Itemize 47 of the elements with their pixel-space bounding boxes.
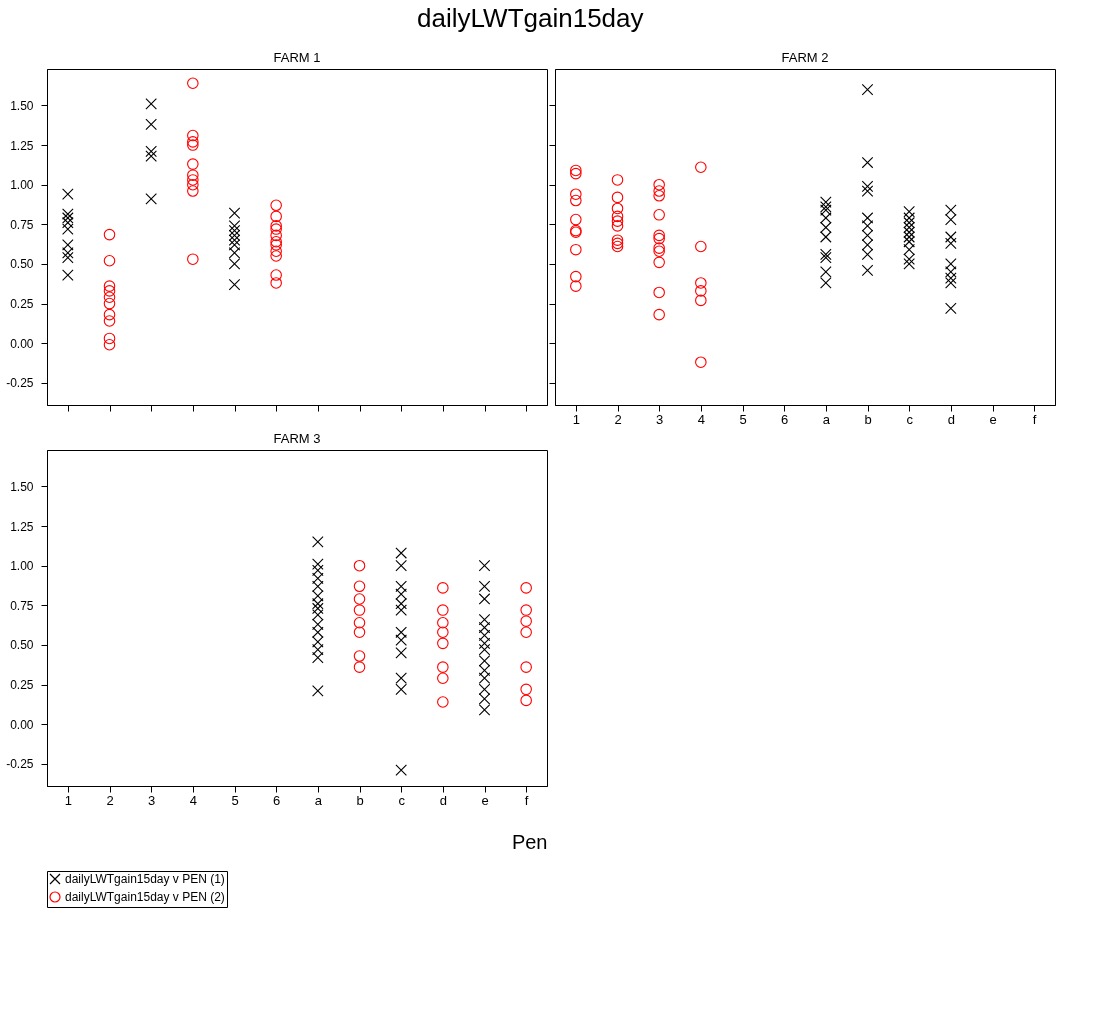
x-tick-label: c — [398, 792, 406, 808]
x-tick-label: b — [356, 792, 364, 808]
text: dailyLWTgain15day — [417, 2, 644, 33]
y-tick-label: 1.00 — [10, 559, 34, 574]
x-tick-label: 3 — [656, 411, 664, 427]
y-tick-label: 1.50 — [10, 98, 34, 113]
x-tick-label: d — [947, 411, 955, 427]
chart-title: FARM 2 — [781, 50, 829, 65]
x-tick-label: f — [524, 792, 529, 808]
x-tick-label: 2 — [106, 792, 114, 808]
x-tick-label: 2 — [614, 411, 622, 427]
x-tick-label: 5 — [231, 792, 239, 808]
y-tick-label: 1.25 — [10, 138, 34, 153]
x-tick-label: e — [481, 792, 489, 808]
y-tick-label: -0.25 — [6, 376, 34, 391]
x-tick-label: f — [1032, 411, 1037, 427]
chart-title: FARM 1 — [273, 50, 321, 65]
y-tick-label: 0.75 — [10, 217, 34, 232]
x-tick-label: 6 — [781, 411, 789, 427]
x-tick-label: 3 — [148, 792, 156, 808]
y-tick-label: 0.00 — [10, 336, 34, 351]
x-tick-label: b — [864, 411, 872, 427]
legend-label: dailyLWTgain15day v PEN (1) — [65, 872, 225, 886]
x-tick-label: 4 — [697, 411, 705, 427]
x-tick-label: 4 — [189, 792, 197, 808]
y-tick-label: 0.50 — [10, 638, 34, 653]
legend-label: dailyLWTgain15day v PEN (2) — [65, 890, 225, 904]
y-tick-label: 1.50 — [10, 479, 34, 494]
y-tick-label: 0.75 — [10, 598, 34, 613]
y-tick-label: 1.00 — [10, 178, 34, 193]
y-tick-label: 1.25 — [10, 519, 34, 534]
x-tick-label: 1 — [572, 411, 580, 427]
x-tick-label: 1 — [64, 792, 72, 808]
y-tick-label: -0.25 — [6, 757, 34, 772]
x-tick-label: 5 — [739, 411, 747, 427]
x-tick-label: c — [906, 411, 914, 427]
y-tick-label: 0.25 — [10, 297, 34, 312]
chart-title: FARM 3 — [273, 431, 321, 446]
y-tick-label: 0.50 — [10, 257, 34, 272]
x-tick-label: 6 — [273, 792, 281, 808]
x-axis-title: Pen — [511, 830, 548, 853]
x-tick-label: a — [314, 792, 323, 808]
y-tick-label: 0.00 — [10, 717, 34, 732]
y-tick-label: 0.25 — [10, 678, 34, 693]
x-tick-label: d — [439, 792, 447, 808]
x-tick-label: e — [989, 411, 997, 427]
x-tick-label: a — [822, 411, 831, 427]
